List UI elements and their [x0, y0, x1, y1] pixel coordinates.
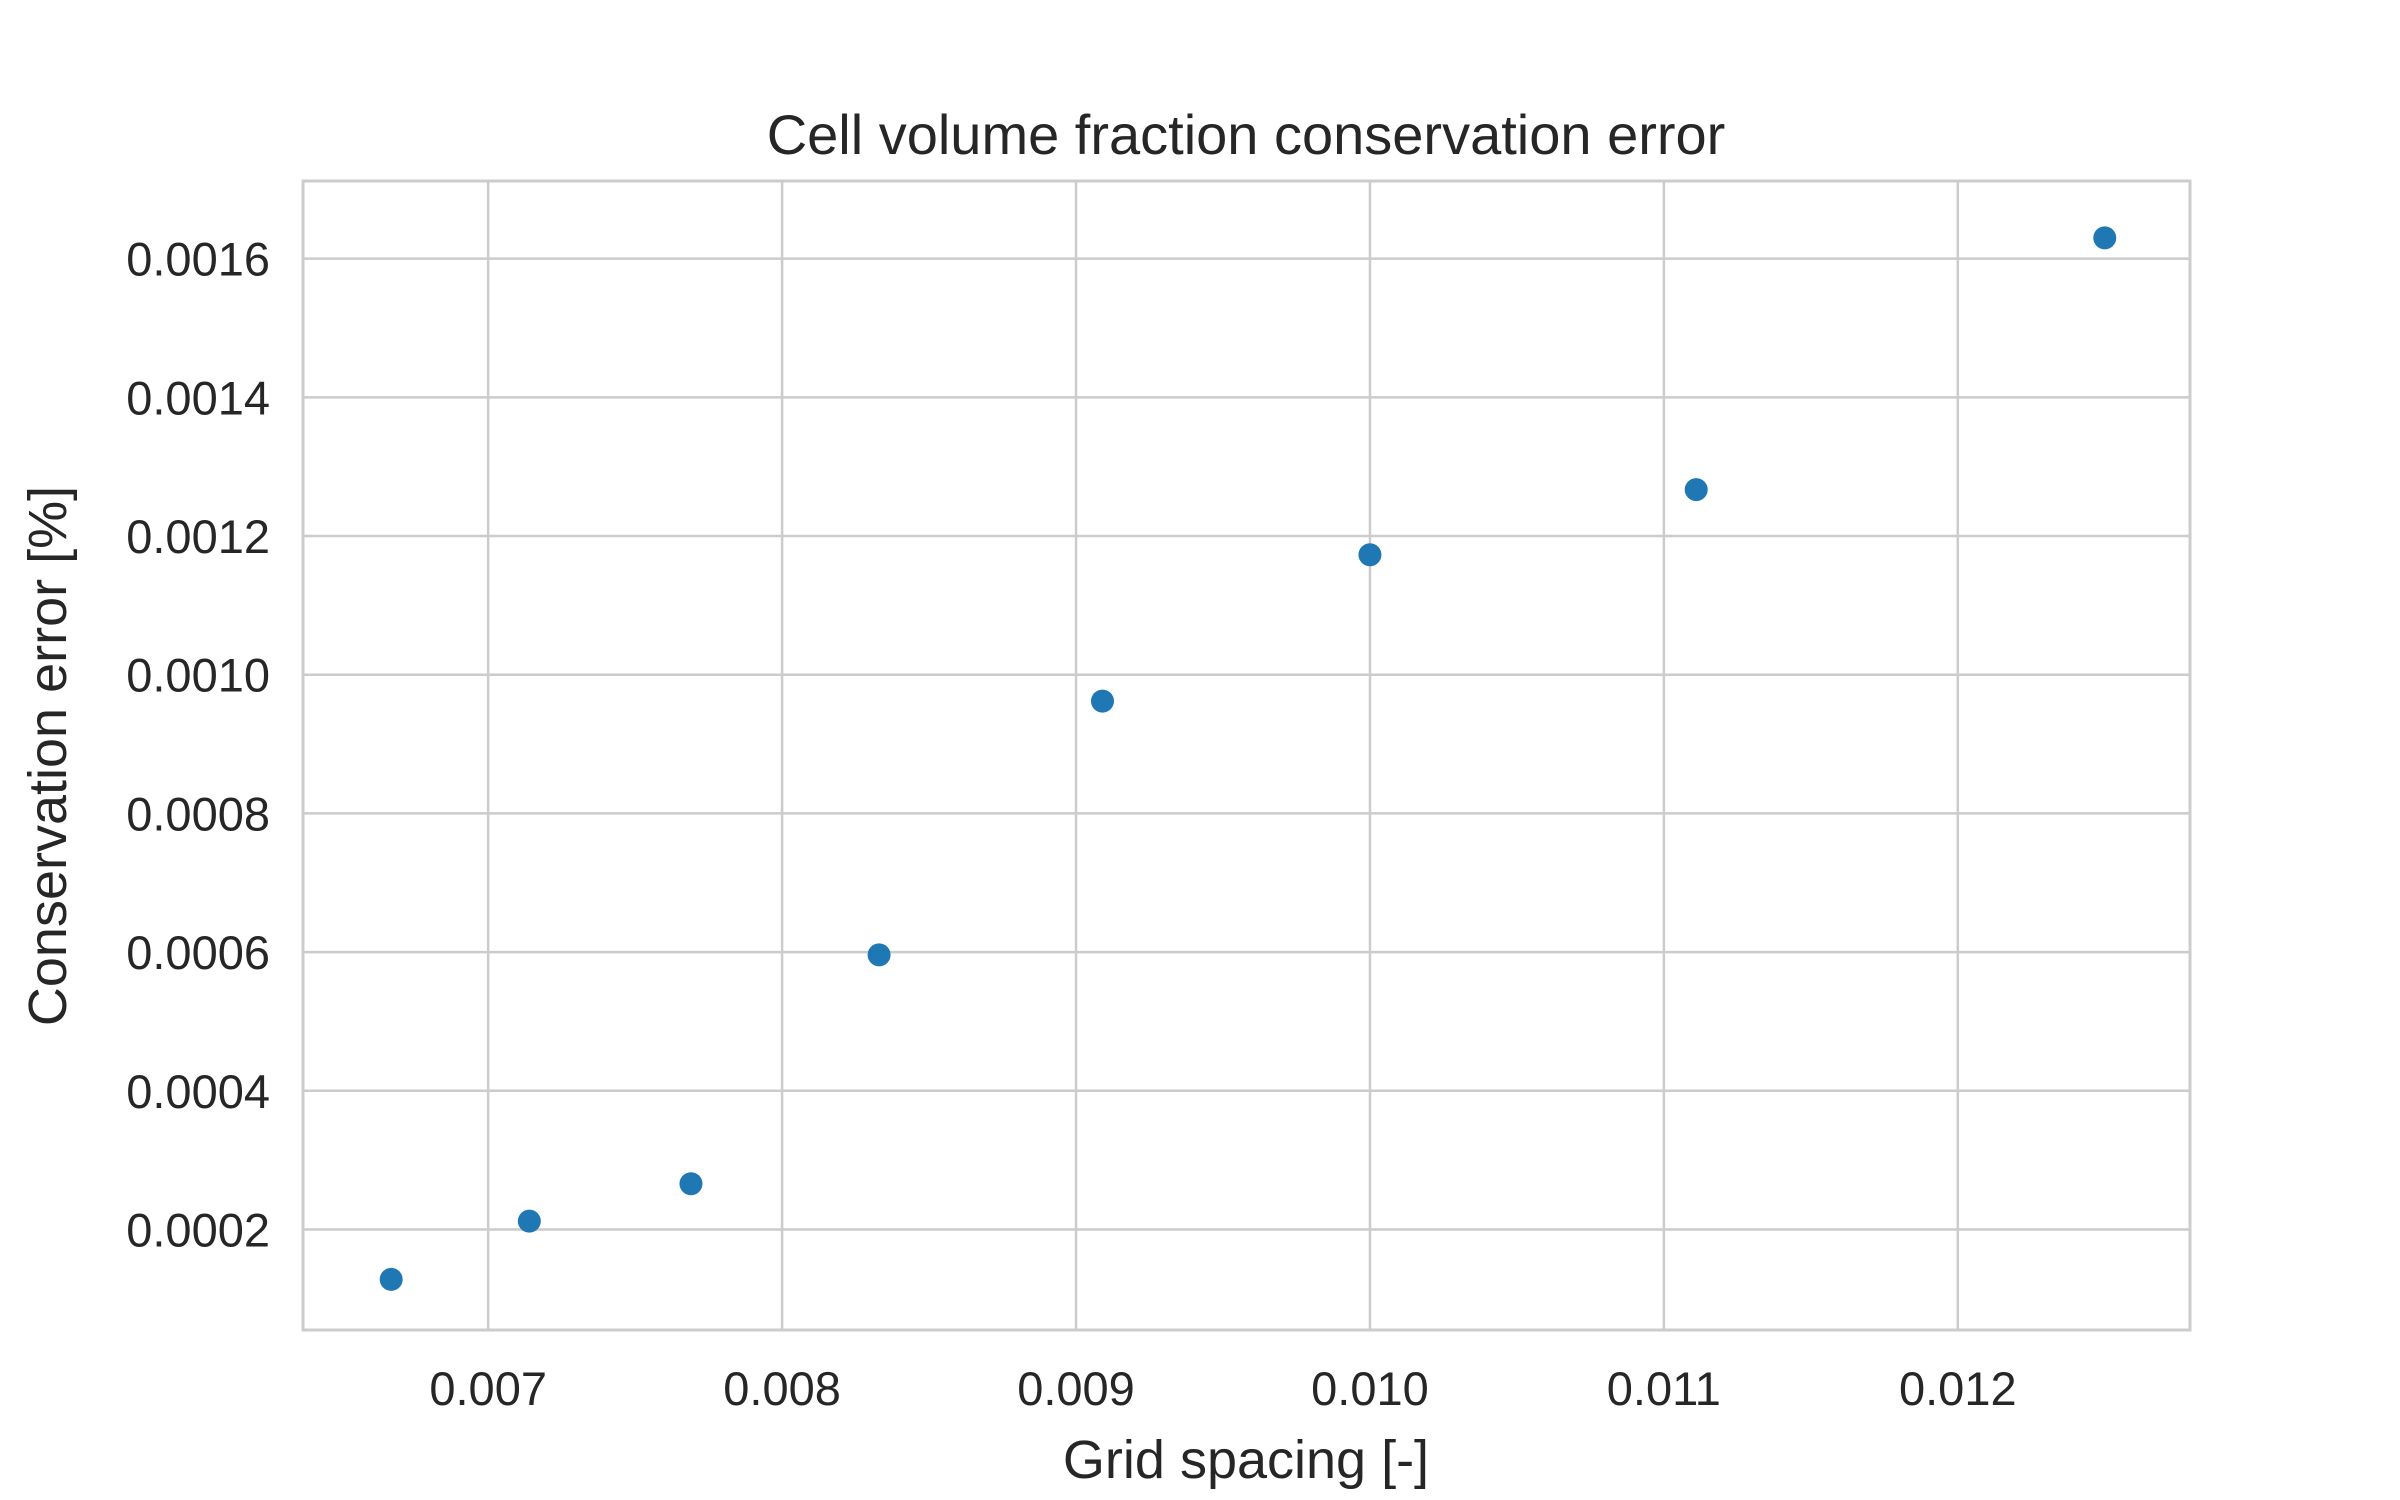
data-points	[379, 226, 2117, 1291]
y-tick-label: 0.0002	[126, 1203, 270, 1256]
data-point	[1090, 689, 1114, 713]
y-tick-label: 0.0016	[126, 233, 270, 286]
grid-lines	[303, 181, 2190, 1330]
x-tick-label: 0.010	[1311, 1362, 1429, 1415]
data-point	[517, 1209, 541, 1233]
data-point	[379, 1267, 403, 1291]
y-tick-label: 0.0004	[126, 1065, 270, 1118]
tick-labels: 0.007 0.008 0.009 0.010 0.011 0.012 0.0002 0.00…	[126, 233, 2016, 1415]
chart-title: Cell volume fraction conservation error	[767, 103, 1726, 166]
y-tick-label: 0.0006	[126, 926, 270, 979]
x-tick-label: 0.007	[429, 1362, 547, 1415]
x-axis-label: Grid spacing [-]	[1063, 1430, 1429, 1490]
y-tick-label: 0.0008	[126, 787, 270, 840]
data-point	[2093, 226, 2117, 250]
y-tick-label: 0.0010	[126, 649, 270, 702]
data-point	[867, 943, 891, 967]
x-tick-label: 0.012	[1899, 1362, 2017, 1415]
x-tick-label: 0.011	[1607, 1362, 1721, 1415]
y-tick-label: 0.0012	[126, 510, 270, 563]
data-point	[1684, 478, 1708, 502]
data-point	[1358, 543, 1382, 567]
data-point	[679, 1172, 703, 1196]
x-tick-label: 0.008	[723, 1362, 841, 1415]
y-tick-label: 0.0014	[126, 371, 270, 424]
x-tick-label: 0.009	[1017, 1362, 1135, 1415]
y-axis-label: Conservation error [%]	[18, 486, 78, 1026]
plot-frame	[301, 179, 2192, 1332]
